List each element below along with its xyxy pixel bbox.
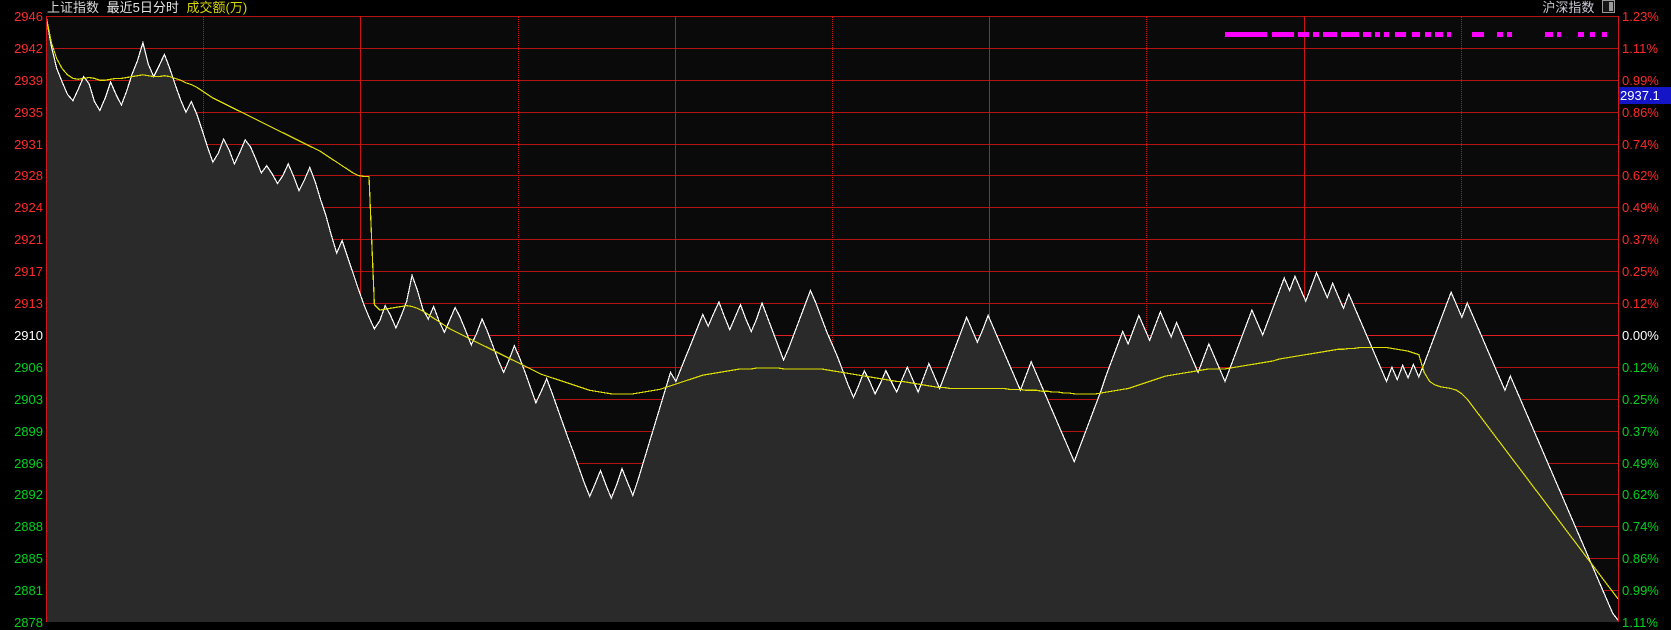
dash-segment-21 xyxy=(1602,32,1607,37)
price-tick-2939: 2939 xyxy=(14,72,43,88)
price-tick-2913: 2913 xyxy=(14,296,43,312)
price-tick-2881: 2881 xyxy=(14,583,43,599)
intraday-plot-area[interactable] xyxy=(46,16,1618,622)
percent-tick-17: 0.86% xyxy=(1622,551,1659,567)
price-tick-2888: 2888 xyxy=(14,519,43,535)
dash-segment-17 xyxy=(1545,32,1553,37)
percent-tick-14: 0.49% xyxy=(1622,455,1659,471)
percent-tick-15: 0.62% xyxy=(1622,487,1659,503)
price-series-svg xyxy=(46,16,1618,622)
dash-segment-8 xyxy=(1384,32,1389,37)
dash-segment-11 xyxy=(1425,32,1431,37)
dash-segment-19 xyxy=(1578,32,1584,37)
dash-segment-1 xyxy=(1272,32,1294,37)
dash-segment-5 xyxy=(1341,32,1359,37)
percent-tick-9: 0.12% xyxy=(1622,296,1659,312)
percent-tick-11: 0.12% xyxy=(1622,359,1659,375)
percent-tick-2: 0.99% xyxy=(1622,72,1659,88)
price-tick-2899: 2899 xyxy=(14,423,43,439)
price-tick-2903: 2903 xyxy=(14,391,43,407)
percent-tick-18: 0.99% xyxy=(1622,583,1659,599)
session-midline-2 xyxy=(832,16,833,622)
price-tick-2935: 2935 xyxy=(14,104,43,120)
percent-tick-16: 0.74% xyxy=(1622,519,1659,535)
dash-segment-15 xyxy=(1497,32,1503,37)
percent-tick-4: 0.74% xyxy=(1622,136,1659,152)
price-tick-2878: 2878 xyxy=(14,615,43,630)
percent-tick-10: 0.00% xyxy=(1622,327,1659,343)
plot-right-border xyxy=(1618,16,1619,622)
chart-header: 上证指数 最近5日分时 成交额(万) 沪深指数 xyxy=(0,0,1671,16)
price-tick-2885: 2885 xyxy=(14,551,43,567)
dash-segment-20 xyxy=(1590,32,1595,37)
window-restore-icon[interactable] xyxy=(1602,0,1615,13)
percent-tick-6: 0.49% xyxy=(1622,200,1659,216)
chart-title-group: 上证指数 最近5日分时 成交额(万) xyxy=(47,0,251,16)
percent-axis-right: 1.23% 1.11% 0.99% 0.86% 0.74% 0.62% 0.49% 0.37%… xyxy=(1618,10,1671,629)
price-area-fill xyxy=(46,16,1618,622)
percent-tick-1: 1.11% xyxy=(1622,40,1658,56)
price-tick-2921: 2921 xyxy=(14,232,43,248)
price-tick-2931: 2931 xyxy=(14,136,43,152)
price-tick-2896: 2896 xyxy=(14,455,43,471)
session-divider-2 xyxy=(675,16,676,622)
plot-left-border xyxy=(46,16,47,622)
price-tick-2892: 2892 xyxy=(14,487,43,503)
dash-segment-7 xyxy=(1375,32,1380,37)
price-axis-left: 2946 2942 2939 2935 2931 2928 2924 2921 2917 2913… xyxy=(0,10,46,629)
index-name-label[interactable]: 上证指数 xyxy=(47,0,100,15)
price-tick-2917: 2917 xyxy=(14,264,43,280)
dash-segment-16 xyxy=(1507,32,1512,37)
percent-tick-7: 0.37% xyxy=(1622,232,1659,248)
percent-tick-12: 0.25% xyxy=(1622,391,1659,407)
dash-segment-2 xyxy=(1298,32,1309,37)
price-tick-2928: 2928 xyxy=(14,168,43,184)
dash-segment-4 xyxy=(1323,32,1337,37)
volume-unit-label[interactable]: 成交额(万) xyxy=(186,0,248,15)
dash-segment-13 xyxy=(1447,32,1451,37)
dash-segment-3 xyxy=(1313,32,1319,37)
price-tick-2906: 2906 xyxy=(14,359,43,375)
percent-tick-0: 1.23% xyxy=(1622,9,1659,24)
dash-segment-18 xyxy=(1557,32,1561,37)
price-tick-2942: 2942 xyxy=(14,40,43,56)
period-label[interactable]: 最近5日分时 xyxy=(106,0,179,15)
dash-segment-10 xyxy=(1412,32,1420,37)
percent-tick-8: 0.25% xyxy=(1622,264,1659,280)
secondary-index-label[interactable]: 沪深指数 xyxy=(1542,0,1595,15)
dash-segment-9 xyxy=(1395,32,1406,37)
price-tick-2910: 2910 xyxy=(14,327,43,343)
percent-tick-5: 0.62% xyxy=(1622,168,1659,184)
dash-segment-6 xyxy=(1363,32,1371,37)
price-tick-2924: 2924 xyxy=(14,200,43,216)
session-midline-1 xyxy=(518,16,519,622)
dash-segment-12 xyxy=(1435,32,1443,37)
secondary-index-group[interactable]: 沪深指数 xyxy=(1542,0,1615,16)
current-price-badge[interactable]: 2937.1 xyxy=(1619,87,1671,105)
session-midline-3 xyxy=(1146,16,1147,622)
price-tick-2946: 2946 xyxy=(14,9,43,24)
percent-tick-13: 0.37% xyxy=(1622,423,1659,439)
percent-tick-19: 1.11% xyxy=(1622,615,1658,630)
dash-segment-0 xyxy=(1225,32,1267,37)
percent-tick-3: 0.86% xyxy=(1622,104,1659,120)
dash-segment-14 xyxy=(1472,32,1484,37)
average-line xyxy=(46,16,1618,600)
price-line xyxy=(46,16,1618,621)
